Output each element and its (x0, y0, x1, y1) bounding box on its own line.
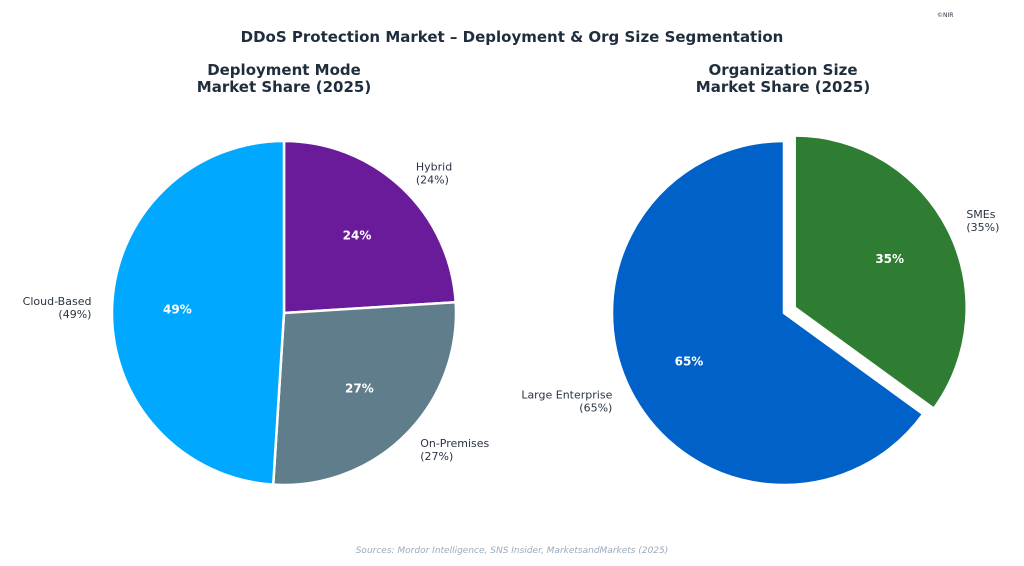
main-title: DDoS Protection Market – Deployment & Or… (240, 28, 784, 46)
deployment-slice-cloud-based (110, 139, 286, 486)
watermark-logo: ©NIR (937, 12, 954, 19)
deployment-category-label-on-premises: On-Premises (27%) (420, 437, 489, 463)
org-size-pct-label-large-enterprise: 65% (675, 354, 704, 368)
org-size-title-line2: Market Share (2025) (695, 78, 871, 96)
org-size-title-line1: Organization Size (708, 61, 858, 79)
deployment-title-line1: Deployment Mode (207, 61, 361, 79)
deployment-category-label-hybrid: Hybrid (24%) (416, 161, 452, 187)
deployment-slice-hybrid (282, 139, 457, 315)
org-size-pct-label-smes: 35% (875, 252, 904, 266)
deployment-pct-label-cloud-based: 49% (163, 303, 192, 317)
org-size-slice-smes (793, 134, 968, 410)
deployment-category-label-cloud-based: Cloud-Based (49%) (23, 295, 92, 321)
org-size-category-label-large-enterprise: Large Enterprise (65%) (521, 388, 612, 414)
deployment-chart-title: Deployment Mode Market Share (2025) (134, 62, 434, 96)
org-size-chart-title: Organization Size Market Share (2025) (633, 62, 933, 96)
org-size-slice-large-enterprise (610, 139, 925, 487)
deployment-pct-label-hybrid: 24% (343, 228, 372, 242)
source-note: Sources: Mordor Intelligence, SNS Inside… (355, 546, 669, 556)
deployment-slice-on-premises (271, 300, 458, 487)
org-size-category-label-smes: SMEs (35%) (966, 208, 999, 234)
deployment-pct-label-on-premises: 27% (345, 381, 374, 395)
deployment-title-line2: Market Share (2025) (196, 78, 372, 96)
